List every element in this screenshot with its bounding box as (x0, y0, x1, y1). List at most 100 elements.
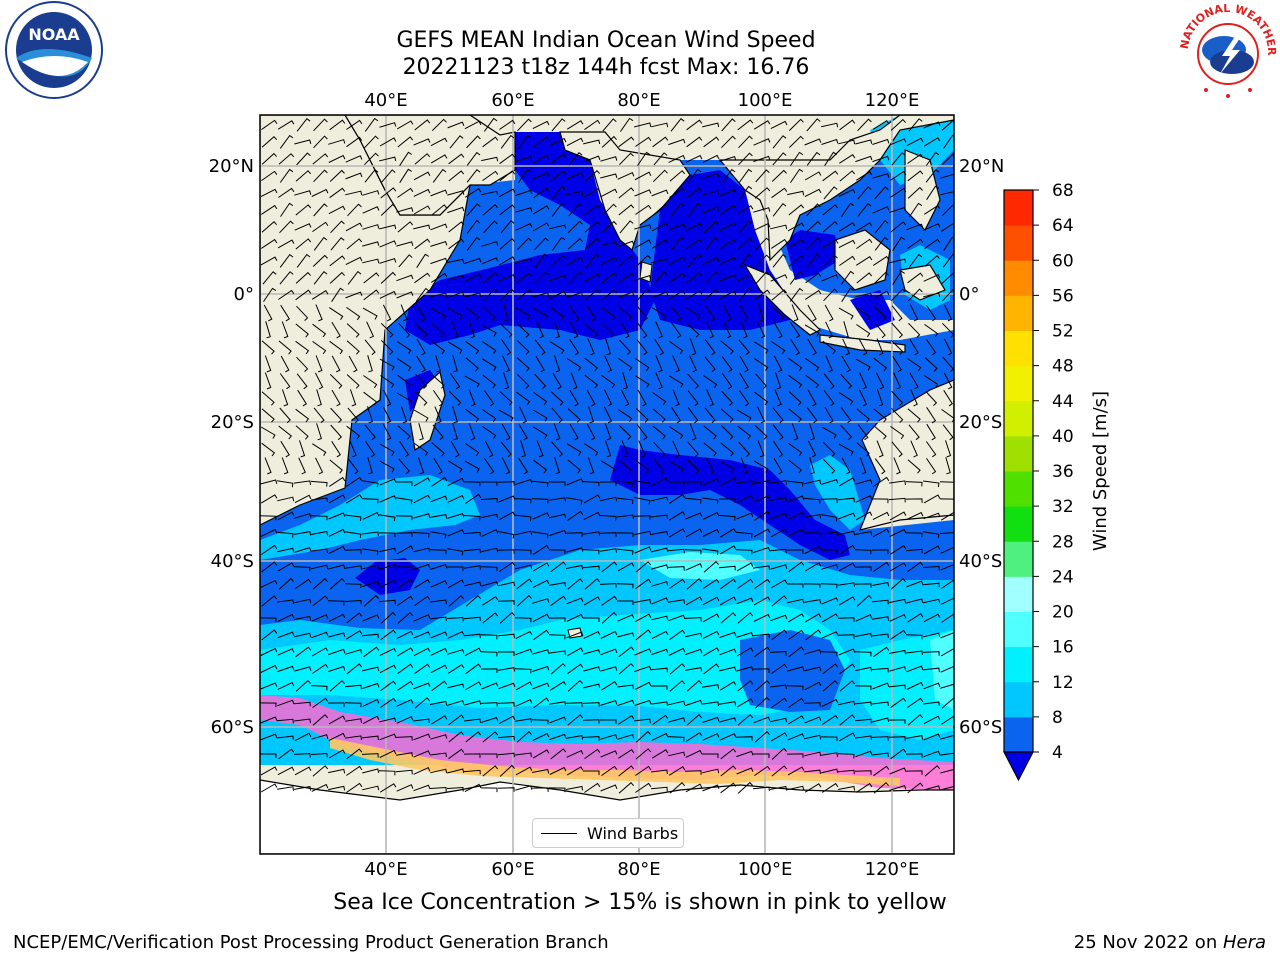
wind-barb (855, 479, 873, 485)
wind-barb (823, 458, 836, 474)
wind-barb (854, 651, 872, 657)
wind-barb (503, 372, 510, 390)
wind-barb (705, 457, 715, 475)
wind-barb (480, 634, 498, 640)
wind-barb (787, 583, 804, 588)
wind-barb (294, 666, 312, 672)
wind-barb (651, 769, 668, 775)
wind-barb (553, 423, 561, 441)
wind-barb (941, 697, 954, 709)
wind-barb (532, 579, 550, 589)
wind-barb (347, 407, 359, 424)
wind-barb (483, 288, 498, 302)
wind-barb (466, 236, 481, 251)
wind-barb (413, 171, 431, 181)
wind-barb (586, 305, 597, 322)
wind-barb (923, 121, 941, 129)
wind-barb (379, 514, 396, 522)
wind-barb (907, 358, 922, 372)
wind-barb (280, 355, 290, 373)
wind-barb (413, 205, 431, 215)
wind-barb (788, 629, 805, 641)
wind-barb (514, 498, 532, 504)
wind-barb (600, 681, 618, 691)
wind-barb (719, 596, 737, 606)
wind-barb (431, 442, 445, 457)
wind-barb (378, 532, 396, 538)
wind-barb (720, 425, 734, 440)
wind-barb (736, 494, 754, 504)
wind-barb (395, 566, 413, 571)
wind-barb (361, 633, 379, 639)
wind-barb (396, 752, 413, 757)
wind-barb (738, 287, 753, 302)
wind-barb (773, 355, 783, 373)
wind-barb (770, 274, 788, 282)
wind-barb (344, 599, 362, 605)
colorbar-tick-label: 12 (1052, 673, 1074, 693)
wind-barb (702, 753, 719, 758)
wind-barb (311, 188, 329, 197)
wind-barb (362, 580, 380, 588)
wind-barb (753, 155, 771, 163)
wind-barb (855, 701, 872, 707)
wind-barb (295, 323, 309, 338)
wind-barb (346, 306, 361, 321)
wind-barb (872, 752, 889, 758)
wind-barb (447, 190, 465, 196)
wind-patch-low (740, 630, 845, 712)
wind-barb (261, 135, 278, 148)
wind-barb (379, 122, 397, 128)
wind-barb (687, 441, 699, 458)
wind-barb (277, 735, 294, 741)
wind-barb (943, 338, 953, 356)
wind-barb (516, 391, 531, 406)
wind-barb (854, 685, 872, 691)
wind-barb (380, 323, 394, 338)
wind-barb (497, 752, 515, 758)
wind-barb (838, 530, 856, 536)
wind-barb (634, 699, 652, 706)
colorbar-swatch (1004, 541, 1033, 577)
wind-barb (926, 305, 937, 322)
wind-barb (738, 152, 753, 166)
wind-barb (771, 289, 788, 301)
wind-barb (740, 321, 748, 339)
wind-barb (634, 375, 650, 388)
wind-barb (739, 355, 749, 373)
wind-barb (842, 338, 851, 356)
wind-barb (739, 304, 749, 322)
wind-barb (396, 699, 414, 707)
wind-barb (668, 375, 684, 388)
wind-barb (600, 719, 617, 724)
wind-barb (669, 680, 686, 692)
wind-barb (940, 173, 954, 179)
wind-barb (839, 170, 856, 182)
wind-barb (413, 750, 431, 758)
wind-barb (821, 514, 838, 522)
wind-barb (515, 258, 533, 264)
wind-barb (771, 169, 787, 182)
wind-barb (463, 548, 481, 554)
wind-barb (790, 338, 800, 356)
wind-barb (261, 340, 275, 355)
wind-barb (346, 340, 360, 355)
wind-barb (757, 440, 765, 458)
wind-barb (548, 549, 566, 555)
wind-barb (789, 287, 804, 302)
wind-barb (534, 373, 547, 389)
wind-barb (923, 701, 940, 707)
wind-barb (346, 765, 363, 776)
wind-barb (940, 785, 954, 791)
wind-barb (873, 765, 890, 777)
colorbar-tick-label: 32 (1052, 497, 1074, 517)
wind-barb (754, 289, 771, 301)
wind-barb (770, 480, 787, 485)
wind-barb (603, 406, 613, 424)
wind-barb (653, 271, 668, 285)
wind-barb (481, 547, 499, 553)
wind-barb (754, 696, 770, 709)
wind-barb (565, 532, 583, 537)
wind-barb (909, 338, 919, 356)
wind-barb (635, 748, 652, 760)
